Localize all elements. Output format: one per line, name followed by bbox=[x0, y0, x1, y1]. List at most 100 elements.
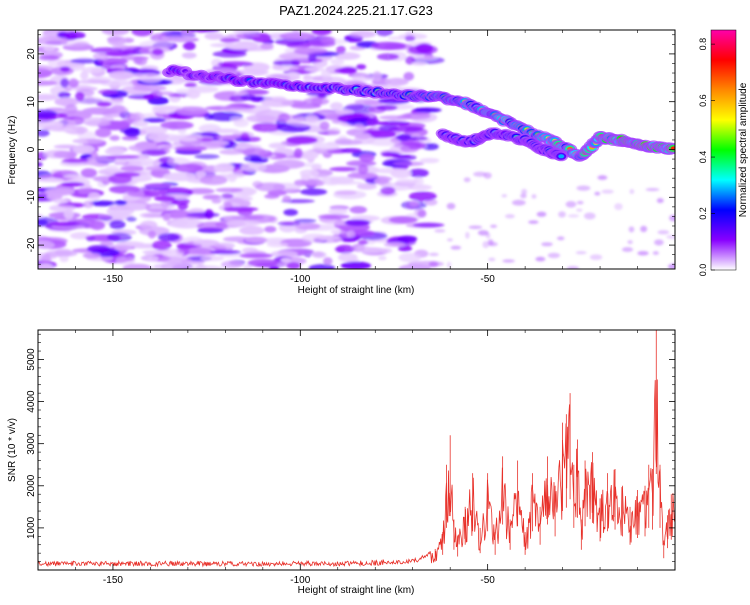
heatmap-cell bbox=[132, 85, 167, 92]
snr-panel: -150 -100 -50 1000 2000 3000 4000 5000 Height o… bbox=[7, 329, 676, 596]
heatmap-cell bbox=[217, 61, 254, 67]
heatmap-cell bbox=[238, 187, 256, 197]
heatmap-cell bbox=[240, 132, 250, 141]
heatmap-cell bbox=[74, 92, 85, 102]
heatmap-cell bbox=[567, 214, 580, 218]
heatmap-cell bbox=[106, 155, 140, 160]
heatmap-cell bbox=[60, 78, 69, 88]
colorbar-tick-label: 0.0 bbox=[698, 264, 708, 277]
heatmap-cell bbox=[179, 136, 198, 142]
heatmap-cell bbox=[541, 242, 553, 247]
heatmap-cell bbox=[640, 225, 648, 233]
heatmap-cell bbox=[151, 107, 176, 115]
heatmap-cell bbox=[233, 119, 249, 128]
heatmap-cell bbox=[48, 221, 81, 227]
heatmap-cell bbox=[380, 248, 393, 254]
heatmap-cell bbox=[409, 136, 429, 141]
heatmap-cell bbox=[177, 247, 214, 255]
heatmap-cell bbox=[335, 139, 363, 145]
heatmap-cell bbox=[143, 183, 173, 188]
heatmap-cell bbox=[359, 153, 375, 163]
heatmap-cell bbox=[376, 53, 400, 61]
heatmap-cell bbox=[354, 132, 371, 140]
heatmap-cell bbox=[490, 224, 498, 228]
heatmap-cell bbox=[182, 236, 204, 245]
heatmap-cell bbox=[308, 264, 336, 269]
heatmap-cell bbox=[339, 66, 357, 74]
heatmap-cell bbox=[413, 176, 424, 187]
heatmap-cell bbox=[329, 166, 357, 172]
heatmap-cell bbox=[88, 191, 101, 201]
heatmap-cell bbox=[49, 204, 76, 212]
heatmap-cell bbox=[556, 236, 565, 241]
heatmap-cell bbox=[388, 36, 406, 41]
heatmap-x-label: Height of straight line (km) bbox=[298, 285, 415, 296]
colorbar-tick-label: 0.2 bbox=[698, 207, 708, 220]
heatmap-cell bbox=[291, 30, 300, 33]
heatmap-cell bbox=[151, 240, 172, 251]
heatmap-cell bbox=[140, 125, 168, 135]
snr-frame bbox=[37, 329, 676, 571]
heatmap-cell bbox=[408, 260, 444, 268]
heatmap-cell bbox=[38, 213, 44, 219]
heatmap-cell bbox=[111, 44, 130, 50]
heatmap-cell bbox=[174, 163, 204, 173]
heatmap-cell bbox=[321, 36, 336, 45]
heatmap-cell bbox=[388, 126, 424, 133]
heatmap-cell bbox=[72, 144, 95, 154]
heatmap-cell bbox=[186, 188, 215, 195]
heatmap-cell bbox=[273, 65, 299, 71]
heatmap-cell bbox=[175, 106, 208, 116]
heatmap-cell bbox=[177, 201, 188, 211]
heatmap-cell bbox=[576, 200, 584, 205]
heatmap-cell bbox=[287, 117, 322, 127]
heatmap-cell bbox=[330, 102, 343, 110]
heatmap-cell bbox=[398, 252, 422, 263]
heatmap-cell bbox=[147, 230, 157, 239]
heatmap-cell bbox=[428, 261, 439, 268]
heatmap-cell bbox=[335, 109, 354, 115]
heatmap-cell bbox=[151, 48, 164, 56]
heatmap-cell bbox=[279, 32, 316, 40]
heatmap-cell bbox=[511, 199, 526, 206]
heatmap-cell bbox=[60, 66, 71, 72]
heatmap-cell bbox=[174, 145, 208, 152]
heatmap-cell bbox=[303, 75, 336, 82]
heatmap-cell bbox=[352, 74, 375, 82]
heatmap-cell bbox=[344, 219, 371, 226]
heatmap-cell bbox=[614, 203, 623, 211]
heatmap-cell bbox=[346, 230, 356, 238]
heatmap-cell bbox=[521, 188, 528, 195]
heatmap-cell bbox=[392, 161, 425, 167]
heatmap-cell bbox=[239, 225, 265, 236]
heatmap-cell bbox=[242, 264, 253, 269]
heatmap-cell bbox=[279, 249, 314, 255]
heatmap-cell bbox=[652, 251, 659, 255]
heatmap-cell bbox=[90, 47, 123, 54]
heatmap-cell bbox=[666, 234, 675, 240]
heatmap-cell bbox=[61, 158, 89, 163]
heatmap-cell bbox=[372, 71, 382, 81]
heatmap-cell bbox=[299, 169, 320, 177]
heatmap-cell bbox=[318, 214, 351, 220]
heatmap-cell bbox=[143, 93, 154, 100]
heatmap-cell bbox=[293, 148, 303, 159]
heatmap-cell bbox=[349, 230, 375, 237]
heatmap-cell bbox=[115, 256, 136, 265]
heatmap-cell bbox=[63, 31, 86, 40]
heatmap-cell bbox=[385, 77, 409, 86]
heatmap-cell bbox=[282, 195, 292, 203]
heatmap-cell bbox=[392, 154, 411, 159]
heatmap-cell bbox=[146, 132, 170, 141]
heatmap-cell bbox=[267, 190, 287, 196]
heatmap-cell bbox=[107, 36, 127, 46]
heatmap-cell bbox=[70, 58, 99, 64]
heatmap-cell bbox=[53, 150, 78, 159]
heatmap-cell bbox=[121, 136, 139, 141]
heatmap-cell bbox=[223, 206, 259, 212]
heatmap-cell bbox=[122, 263, 152, 269]
heatmap-cell bbox=[417, 209, 427, 218]
heatmap-cell bbox=[488, 257, 496, 262]
heatmap-cell bbox=[160, 199, 170, 208]
